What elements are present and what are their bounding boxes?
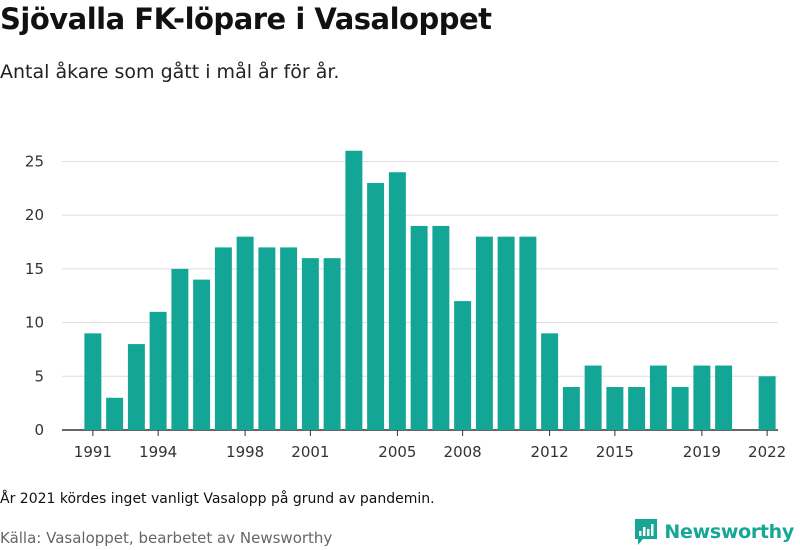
x-tick-label: 1998: [226, 443, 264, 461]
y-tick-label: 10: [25, 314, 44, 332]
bar-2018[interactable]: [671, 387, 689, 430]
bar-2013[interactable]: [562, 387, 580, 430]
chart-title: Sjövalla FK-löpare i Vasaloppet: [0, 2, 492, 36]
bar-2000[interactable]: [280, 247, 298, 430]
bar-2003[interactable]: [345, 150, 363, 431]
logo-text: Newsworthy: [664, 521, 794, 543]
x-tick-label: 2012: [531, 443, 569, 461]
x-tick-label: 2015: [596, 443, 634, 461]
bar-2010[interactable]: [497, 236, 515, 430]
bar-2011[interactable]: [519, 236, 537, 430]
x-tick-label: 1991: [74, 443, 112, 461]
bars: [84, 150, 776, 431]
bar-1997[interactable]: [214, 247, 232, 430]
bar-2005[interactable]: [388, 172, 406, 430]
y-tick-label: 5: [34, 367, 44, 385]
bar-2020[interactable]: [715, 365, 733, 430]
bar-1991[interactable]: [84, 333, 102, 430]
x-tick-label: 2001: [291, 443, 329, 461]
bar-2015[interactable]: [606, 387, 624, 430]
y-tick-label: 0: [34, 421, 44, 439]
footnote: År 2021 kördes inget vanligt Vasalopp på…: [0, 491, 435, 507]
bar-2002[interactable]: [323, 258, 341, 430]
bar-2019[interactable]: [693, 365, 711, 430]
newsworthy-logo-icon: [635, 519, 658, 545]
bar-1994[interactable]: [149, 311, 167, 430]
y-axis: 0 5 10 15 20 25: [25, 152, 44, 439]
bar-2016[interactable]: [628, 387, 646, 430]
x-axis: 1991 1994 1998 2001 2005 2008 2012 2015 2019 2022: [74, 430, 786, 461]
bar-2006[interactable]: [410, 225, 428, 430]
bar-1992[interactable]: [106, 397, 124, 430]
bar-1995[interactable]: [171, 268, 189, 430]
source-credit: Källa: Vasaloppet, bearbetet av Newswort…: [0, 529, 333, 547]
bar-2017[interactable]: [649, 365, 667, 430]
y-tick-label: 25: [25, 152, 44, 170]
bar-1999[interactable]: [258, 247, 276, 430]
bar-2001[interactable]: [301, 258, 319, 430]
y-tick-label: 15: [25, 260, 44, 278]
x-tick-label: 1994: [139, 443, 177, 461]
bar-2007[interactable]: [432, 225, 450, 430]
y-tick-label: 20: [25, 206, 44, 224]
bar-2022[interactable]: [758, 376, 776, 430]
x-tick-label: 2005: [378, 443, 416, 461]
bar-2012[interactable]: [541, 333, 559, 430]
bar-2014[interactable]: [584, 365, 602, 430]
x-tick-label: 2022: [748, 443, 786, 461]
bar-1993[interactable]: [127, 344, 145, 430]
bar-1998[interactable]: [236, 236, 254, 430]
chart-subtitle: Antal åkare som gått i mål år för år.: [0, 61, 340, 83]
bar-chart: 0 5 10 15 20 25 1991 1994 1998 2001 2005 2008 2012 2…: [25, 150, 786, 461]
x-tick-label: 2019: [683, 443, 721, 461]
bar-2004[interactable]: [367, 182, 385, 430]
x-tick-label: 2008: [444, 443, 482, 461]
bar-2008[interactable]: [454, 301, 472, 430]
bar-2009[interactable]: [475, 236, 493, 430]
bar-1996[interactable]: [193, 279, 211, 430]
newsworthy-logo[interactable]: Newsworthy: [634, 518, 794, 546]
